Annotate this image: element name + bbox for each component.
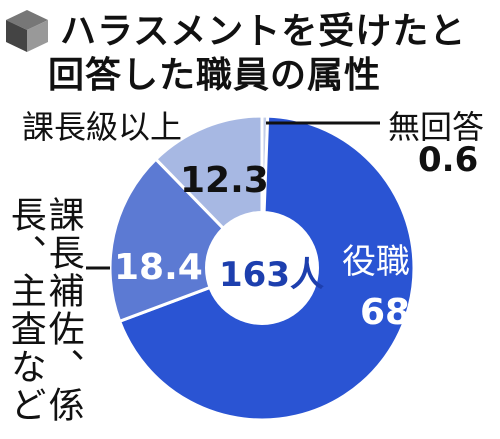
slice-value-no-answer: 0.6 (418, 140, 479, 180)
donut-hole (205, 211, 319, 325)
cube-icon (6, 10, 48, 52)
slice-value-manager: 12.3 (180, 160, 269, 201)
slice-unit-no-position: % (392, 334, 425, 374)
slice-label-no-position: 役職なし (342, 242, 478, 282)
slice-value-section-chief: 18.4 (114, 247, 203, 288)
chart-title-line-1: ハラスメントを受けたと (60, 11, 467, 52)
slice-label-section-chief-text: 課長補佐、係長、主査など (4, 196, 84, 424)
slice-label-section-chief: 課長補佐、係長、主査など (4, 196, 84, 436)
center-total-label: 163人 (219, 255, 324, 295)
chart-title-line-2: 回答した職員の属性 (48, 55, 382, 96)
slice-label-no-answer: 無回答 (388, 108, 485, 146)
slice-label-manager: 課長級以上 (22, 108, 183, 146)
slice-value-no-position: 68.7 (360, 292, 449, 333)
